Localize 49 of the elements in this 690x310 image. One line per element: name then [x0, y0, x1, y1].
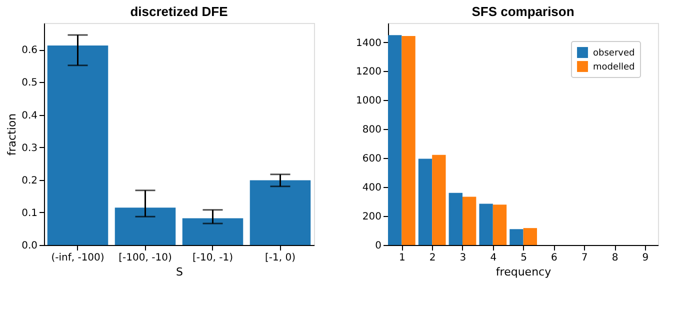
y-tick-label: 1400 [356, 38, 382, 49]
x-tick-label: [-1, 0) [265, 252, 296, 264]
bar [523, 228, 537, 245]
bar [492, 204, 507, 245]
x-tick-label: 6 [551, 252, 558, 264]
x-tick-label: [-10, -1) [192, 252, 234, 264]
y-tick-label: 200 [362, 212, 382, 223]
legend-label: observed [593, 48, 635, 58]
bar [462, 196, 476, 245]
x-tick-label: 8 [612, 252, 618, 264]
x-tick-label: [-100, -10) [118, 252, 172, 264]
bar [47, 45, 108, 245]
x-axis-title: frequency [496, 266, 552, 278]
chart-title: discretized DFE [130, 4, 228, 19]
bar [250, 180, 311, 245]
x-tick-label: 9 [642, 252, 649, 264]
x-tick-label: 5 [520, 252, 527, 264]
bar [402, 36, 416, 245]
y-tick-label: 0.1 [22, 208, 38, 219]
y-tick-label: 0.3 [22, 142, 38, 154]
y-tick-label: 0.4 [22, 110, 38, 122]
bar [432, 154, 446, 245]
x-axis-title: S [176, 266, 184, 278]
x-tick-label: 7 [581, 252, 588, 264]
x-tick-label: 4 [490, 252, 497, 264]
bar [479, 204, 493, 245]
x-tick-label: 1 [398, 252, 406, 264]
bar [448, 192, 462, 245]
y-tick-label: 600 [362, 154, 382, 165]
y-tick-label: 800 [362, 124, 382, 136]
x-tick-label: 3 [460, 252, 466, 264]
bar [388, 35, 402, 245]
bar [510, 229, 524, 245]
bar [182, 218, 244, 245]
y-tick-label: 0.6 [22, 45, 38, 56]
x-tick-label: 2 [429, 252, 436, 264]
y-tick-label: 0 [375, 240, 382, 252]
legend-label: modelled [593, 62, 635, 72]
y-tick-label: 1000 [356, 96, 382, 107]
y-tick-label: 1200 [356, 66, 382, 78]
y-tick-label: 0.2 [22, 175, 38, 186]
bar [418, 158, 432, 245]
y-tick-label: 400 [362, 182, 382, 194]
x-tick-label: (-inf, -100) [51, 252, 104, 264]
y-axis-title: fraction [6, 113, 19, 156]
y-tick-label: 0.5 [22, 78, 38, 89]
bar [114, 208, 176, 245]
chart-title: SFS comparison [472, 4, 574, 19]
y-tick-label: 0.0 [22, 240, 38, 252]
